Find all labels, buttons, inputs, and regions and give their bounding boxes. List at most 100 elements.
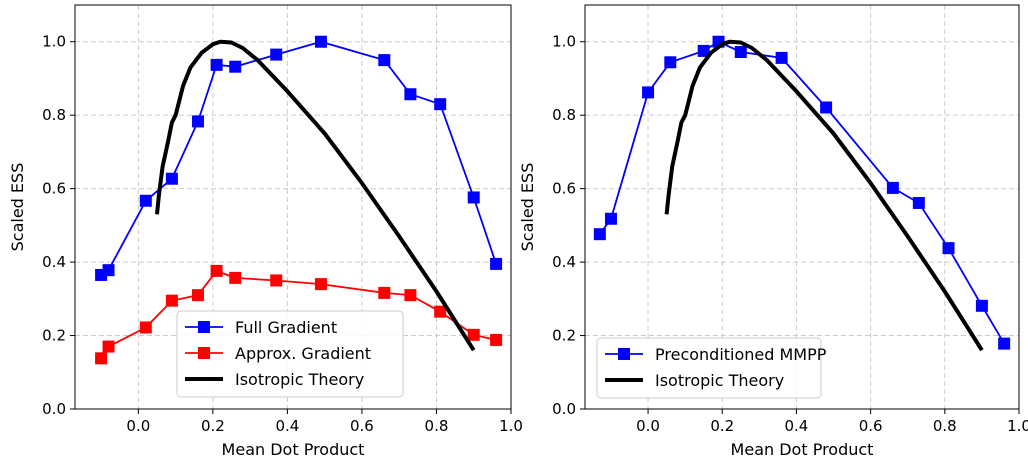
series-preconditioned-mmpp bbox=[593, 35, 1011, 350]
legend-box bbox=[596, 337, 822, 399]
point-full-gradient-5 bbox=[210, 58, 223, 71]
legend-swatch-marker bbox=[618, 348, 630, 360]
series-isotropic-theory bbox=[155, 39, 476, 352]
point-preconditioned-mmpp-12 bbox=[975, 299, 988, 312]
series-line-isotropic-theory bbox=[155, 39, 476, 352]
legend-label: Isotropic Theory bbox=[655, 371, 784, 390]
point-preconditioned-mmpp-8 bbox=[820, 101, 833, 114]
point-approx-gradient-1 bbox=[102, 340, 115, 353]
point-approx-gradient-4 bbox=[191, 289, 204, 302]
point-full-gradient-2 bbox=[139, 194, 152, 207]
point-full-gradient-1 bbox=[102, 264, 115, 277]
y-tick-label-0: 0.0 bbox=[42, 400, 66, 418]
series-full-gradient bbox=[95, 35, 503, 281]
legend-label: Preconditioned MMPP bbox=[655, 345, 827, 364]
point-preconditioned-mmpp-4 bbox=[697, 44, 710, 57]
legend: Full Gradient Approx. Gradient Isotropic T… bbox=[176, 310, 404, 398]
point-full-gradient-6 bbox=[229, 60, 242, 73]
point-approx-gradient-6 bbox=[229, 271, 242, 284]
point-approx-gradient-10 bbox=[404, 289, 417, 302]
point-full-gradient-12 bbox=[467, 191, 480, 204]
y-tick-label-3: 0.6 bbox=[552, 180, 576, 198]
point-approx-gradient-7 bbox=[270, 274, 283, 287]
x-axis-label: Mean Dot Product bbox=[222, 440, 365, 459]
series-line-isotropic-theory bbox=[664, 39, 984, 352]
x-tick-label-1: 0.2 bbox=[201, 417, 225, 435]
right-chart: 0.0 0.2 0.4 0.6 0.8 1.0 0.0 0.2 0.4 0.6 0.8 1.0 Mean… bbox=[518, 4, 1028, 459]
legend: Preconditioned MMPP Isotropic Theory bbox=[596, 337, 827, 399]
point-preconditioned-mmpp-3 bbox=[664, 56, 677, 69]
point-approx-gradient-9 bbox=[378, 286, 391, 299]
x-axis-label: Mean Dot Product bbox=[731, 440, 874, 459]
y-tick-label-3: 0.6 bbox=[42, 180, 66, 198]
x-tick-label-3: 0.6 bbox=[859, 417, 883, 435]
y-axis-label: Scaled ESS bbox=[518, 163, 537, 252]
x-tick-label-2: 0.4 bbox=[275, 417, 299, 435]
point-approx-gradient-11 bbox=[434, 305, 447, 318]
point-approx-gradient-8 bbox=[314, 278, 327, 291]
y-tick-label-2: 0.4 bbox=[42, 253, 66, 271]
x-tick-label-4: 0.8 bbox=[425, 417, 449, 435]
y-tick-label-4: 0.8 bbox=[42, 106, 66, 124]
point-preconditioned-mmpp-0 bbox=[593, 228, 606, 241]
legend-label: Full Gradient bbox=[235, 318, 337, 337]
point-full-gradient-7 bbox=[270, 48, 283, 61]
y-tick-label-4: 0.8 bbox=[552, 106, 576, 124]
y-axis-label: Scaled ESS bbox=[8, 163, 27, 252]
point-full-gradient-13 bbox=[490, 257, 503, 270]
point-approx-gradient-13 bbox=[490, 333, 503, 346]
y-tick-label-1: 0.2 bbox=[552, 327, 576, 345]
point-full-gradient-3 bbox=[165, 172, 178, 185]
series-isotropic-theory bbox=[664, 39, 984, 352]
y-tick-label-0: 0.0 bbox=[552, 400, 576, 418]
point-full-gradient-9 bbox=[378, 54, 391, 67]
legend-label: Isotropic Theory bbox=[235, 370, 364, 389]
legend-entry-isotropic-theory: Isotropic Theory bbox=[185, 370, 364, 389]
y-tick-label-5: 1.0 bbox=[552, 33, 576, 51]
legend-swatch-marker bbox=[198, 321, 210, 333]
axes-frame bbox=[584, 4, 1020, 410]
point-preconditioned-mmpp-13 bbox=[998, 337, 1011, 350]
point-preconditioned-mmpp-7 bbox=[775, 51, 788, 64]
point-full-gradient-10 bbox=[404, 88, 417, 101]
point-full-gradient-11 bbox=[434, 98, 447, 111]
point-preconditioned-mmpp-11 bbox=[942, 242, 955, 255]
point-full-gradient-4 bbox=[191, 115, 204, 128]
legend-entry-full-gradient: Full Gradient bbox=[185, 318, 337, 337]
x-tick-label-1: 0.2 bbox=[710, 417, 734, 435]
point-preconditioned-mmpp-1 bbox=[604, 212, 617, 225]
legend-entry-isotropic-theory: Isotropic Theory bbox=[605, 371, 784, 390]
ticks: 0.0 0.2 0.4 0.6 0.8 1.0 0.0 0.2 0.4 0.6 0.8 1.0 bbox=[42, 33, 523, 435]
x-tick-label-5: 1.0 bbox=[499, 417, 523, 435]
point-approx-gradient-2 bbox=[139, 321, 152, 334]
legend-label: Approx. Gradient bbox=[235, 344, 371, 363]
point-approx-gradient-12 bbox=[467, 328, 480, 341]
legend-entry-preconditioned-mmpp: Preconditioned MMPP bbox=[605, 345, 827, 364]
x-tick-label-4: 0.8 bbox=[933, 417, 957, 435]
y-tick-label-1: 0.2 bbox=[42, 327, 66, 345]
x-tick-label-3: 0.6 bbox=[350, 417, 374, 435]
x-tick-label-2: 0.4 bbox=[785, 417, 809, 435]
ticks: 0.0 0.2 0.4 0.6 0.8 1.0 0.0 0.2 0.4 0.6 0.8 1.0 bbox=[552, 33, 1028, 435]
point-approx-gradient-0 bbox=[95, 352, 108, 365]
point-preconditioned-mmpp-9 bbox=[886, 181, 899, 194]
legend-entry-approx-gradient: Approx. Gradient bbox=[185, 344, 371, 363]
left-chart: 0.0 0.2 0.4 0.6 0.8 1.0 0.0 0.2 0.4 0.6 0.8 1.0 Mean… bbox=[8, 4, 523, 459]
point-approx-gradient-5 bbox=[210, 264, 223, 277]
point-preconditioned-mmpp-10 bbox=[912, 196, 925, 209]
point-approx-gradient-3 bbox=[165, 294, 178, 307]
x-tick-label-0: 0.0 bbox=[636, 417, 660, 435]
axes-frame bbox=[74, 4, 512, 410]
point-preconditioned-mmpp-6 bbox=[734, 46, 747, 59]
point-full-gradient-8 bbox=[314, 35, 327, 48]
series-approx-gradient bbox=[95, 264, 503, 365]
y-tick-label-5: 1.0 bbox=[42, 33, 66, 51]
series-line-preconditioned-mmpp bbox=[599, 40, 1005, 345]
x-tick-label-5: 1.0 bbox=[1007, 417, 1028, 435]
legend-box bbox=[176, 310, 404, 398]
y-tick-label-2: 0.4 bbox=[552, 253, 576, 271]
x-tick-label-0: 0.0 bbox=[126, 417, 150, 435]
legend-swatch-marker bbox=[198, 347, 210, 359]
point-preconditioned-mmpp-2 bbox=[642, 86, 655, 99]
